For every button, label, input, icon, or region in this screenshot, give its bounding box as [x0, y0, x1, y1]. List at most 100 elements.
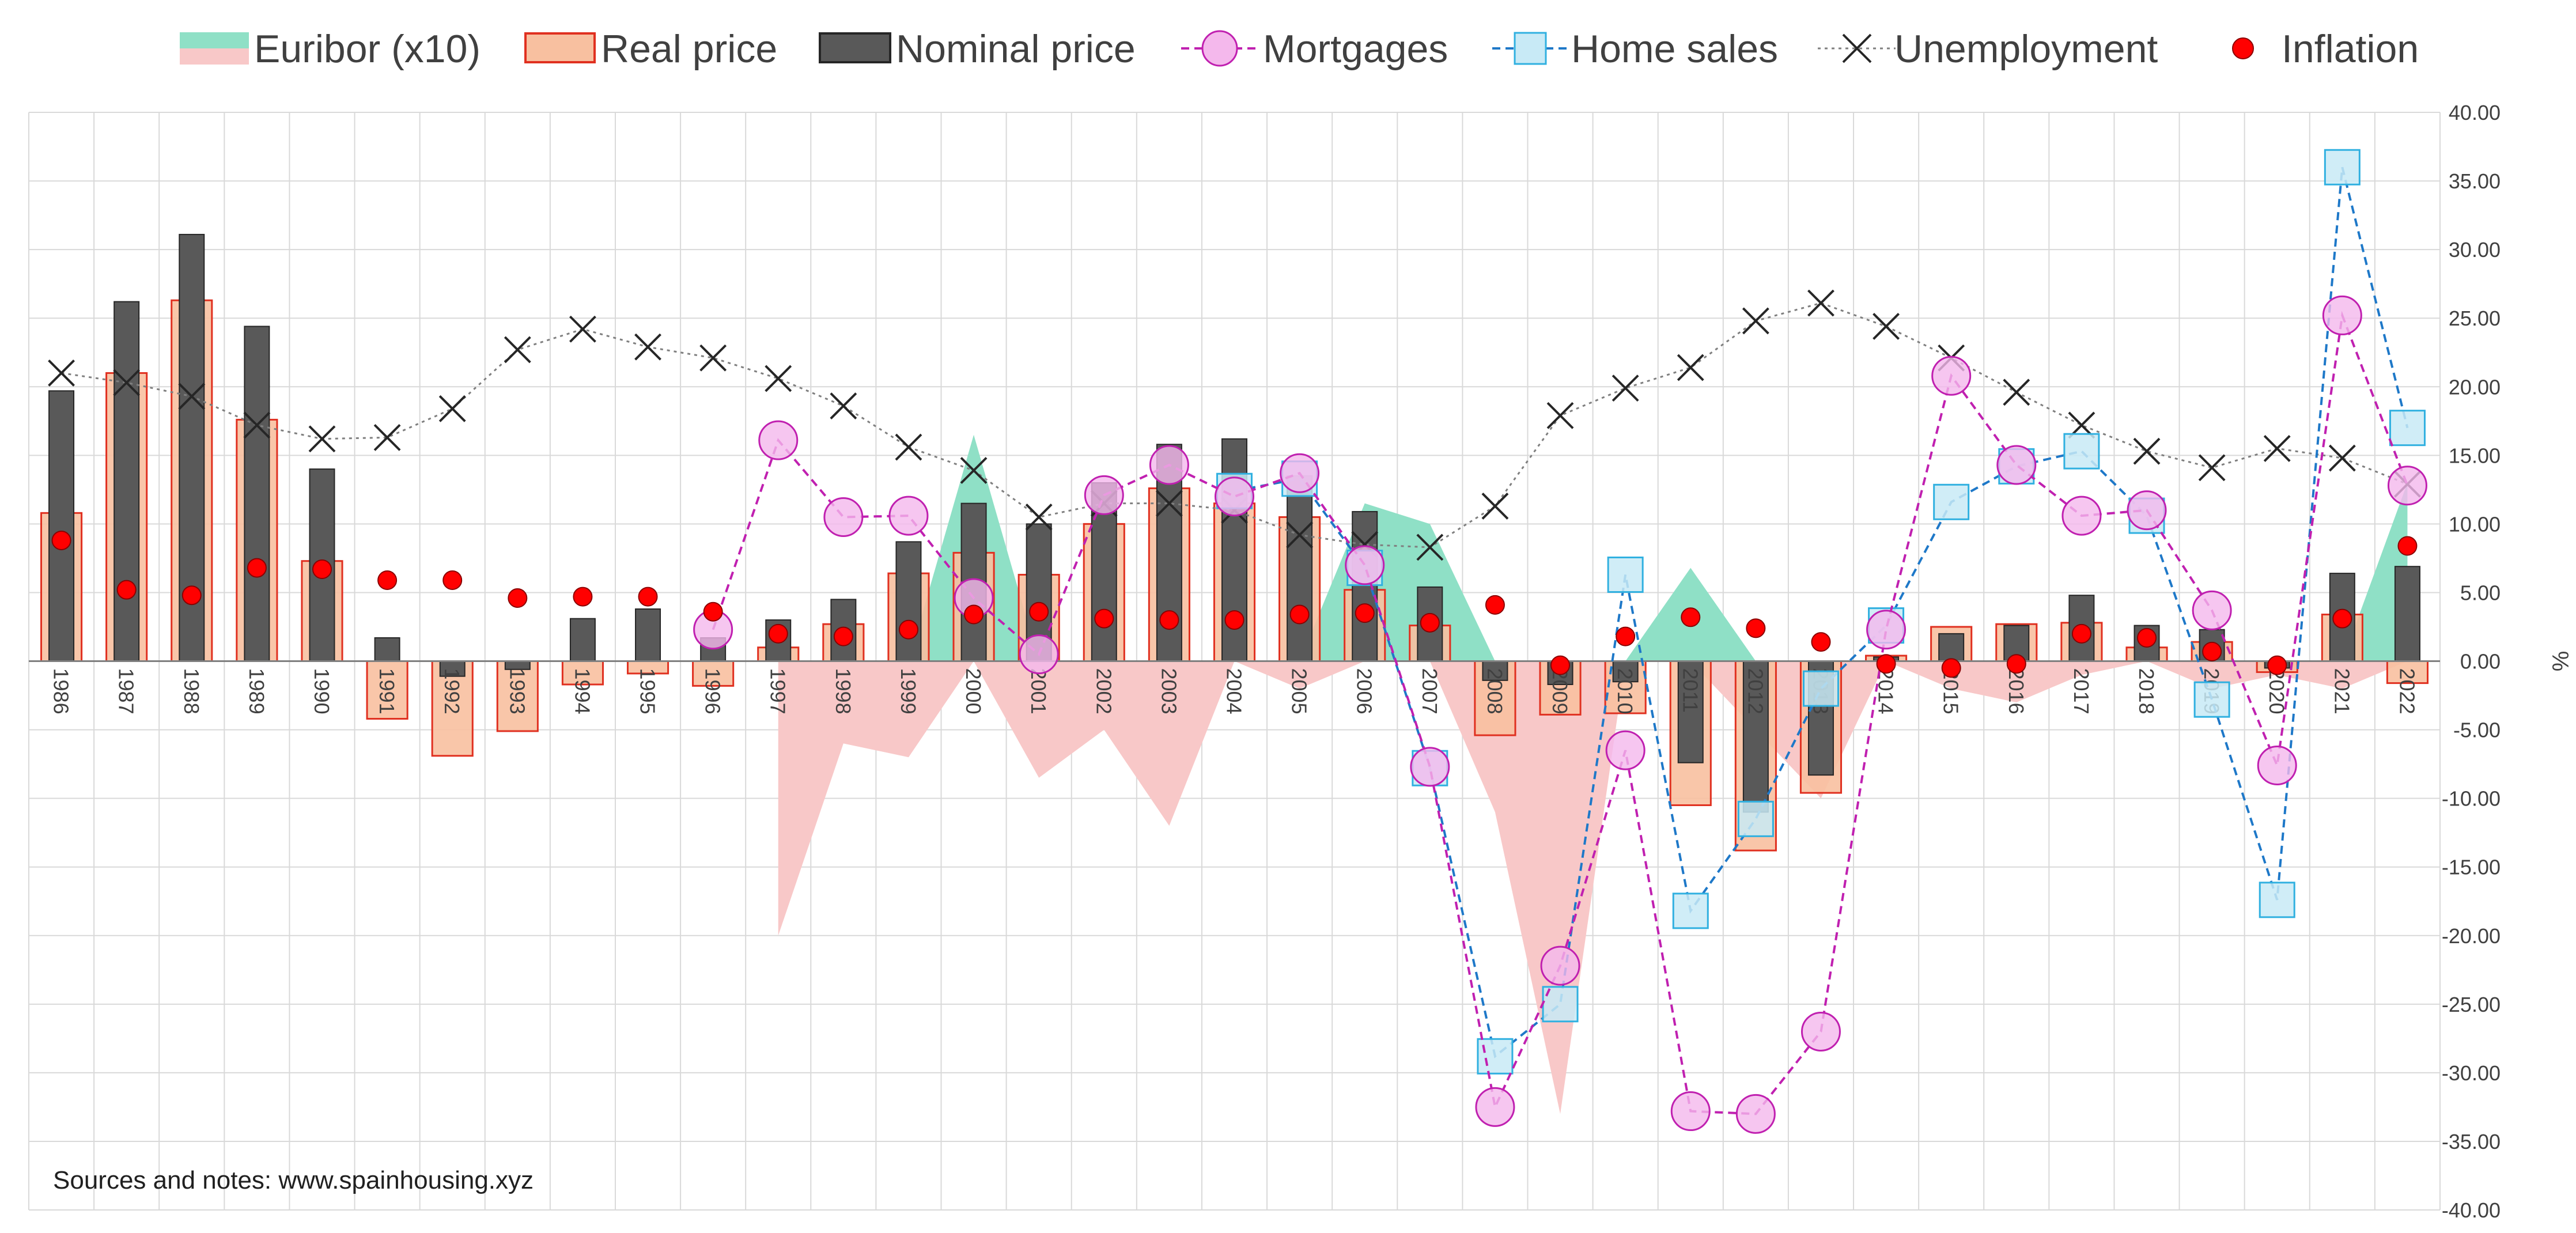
x-tick-label: 1995	[636, 668, 660, 714]
x-tick-label: 2004	[1223, 668, 1246, 714]
nominal-price-bar	[48, 390, 75, 662]
inflation-point	[377, 570, 398, 591]
x-tick-label: 1999	[897, 668, 920, 714]
unemployment-point	[2328, 444, 2356, 472]
unemployment-point	[1612, 375, 1639, 402]
home-sales-point	[2324, 149, 2361, 186]
home-sales-point	[2259, 882, 2295, 918]
unemployment-point	[1481, 493, 1509, 520]
unemployment-x-stroke	[1873, 313, 1900, 340]
unemployment-point	[1546, 402, 1574, 429]
unemployment-x-stroke	[2133, 437, 2161, 465]
inflation-point	[1550, 655, 1571, 675]
mortgages-point	[1931, 355, 1972, 396]
inflation-point	[2006, 654, 2026, 674]
legend-label: Mortgages	[1263, 27, 1448, 71]
inflation-point	[247, 558, 267, 578]
unemployment-x-stroke	[504, 336, 531, 364]
x-tick-label: 2021	[2330, 668, 2354, 714]
mortgages-point	[1019, 634, 1059, 675]
legend-swatch-real-price	[524, 32, 596, 63]
mortgages-point	[1215, 476, 1254, 517]
x-tick-label: 1988	[180, 668, 203, 714]
unemployment-point	[1807, 289, 1834, 317]
inflation-point	[181, 585, 202, 606]
mortgages-point	[2257, 745, 2297, 785]
unemployment-point	[1025, 504, 1053, 531]
mortgages-point	[888, 496, 929, 536]
unemployment-x-stroke	[2198, 454, 2226, 482]
legend-label: Inflation	[2282, 27, 2419, 71]
inflation-point	[1876, 654, 1896, 674]
y-tick-label: 15.00	[2449, 444, 2501, 467]
unemployment-x-stroke	[1481, 493, 1509, 520]
mortgages-point	[2192, 590, 2232, 630]
y-tick-label: -30.00	[2442, 1061, 2501, 1085]
inflation-point	[1224, 610, 1245, 630]
y-tick-label: -20.00	[2442, 924, 2501, 948]
unemployment-x-stroke	[2003, 379, 2030, 406]
inflation-point	[1420, 612, 1440, 633]
nominal-price-bar	[1742, 660, 1769, 813]
nominal-price-bar	[2394, 566, 2420, 662]
unemployment-point	[373, 423, 401, 451]
unemployment-point	[1155, 490, 1183, 517]
euribor-area-layer	[778, 434, 2408, 1114]
unemployment-x-stroke	[1155, 490, 1183, 517]
legend-label: Unemployment	[1894, 27, 2158, 71]
unemployment-point	[243, 411, 271, 439]
mortgages-point	[758, 420, 799, 460]
unemployment-x-stroke	[1025, 504, 1053, 531]
unemployment-x-stroke	[243, 411, 271, 439]
legend-marker-home-sales	[1514, 32, 1547, 65]
nominal-price-bar	[569, 618, 596, 662]
legend-swatch-euribor-positive	[180, 32, 249, 48]
year-labels: 1986 1987 1988 1989 1990 1991 1992 1993 1994 1995…	[50, 668, 2419, 714]
x-tick-label: 2022	[2395, 668, 2419, 714]
mortgages-point	[1345, 545, 1385, 585]
x-tick-label: 2009	[1548, 668, 1572, 714]
inflation-point	[1159, 610, 1179, 630]
unemployment-point	[1416, 534, 1444, 561]
x-tick-label: 2014	[1874, 668, 1898, 714]
x-tick-label: 1996	[701, 668, 725, 714]
nominal-price-bar	[1352, 510, 1378, 662]
unemployment-x-stroke	[895, 433, 922, 461]
x-tick-label: 1987	[115, 668, 138, 714]
unemployment-x-stroke	[1807, 289, 1834, 317]
legend-swatch-nominal-price	[819, 32, 891, 63]
nominal-price-bar	[895, 541, 922, 662]
mortgages-point	[1475, 1087, 1515, 1127]
unemployment-x-stroke	[1612, 375, 1639, 402]
mortgages-point	[2061, 496, 2102, 536]
inflation-point	[2071, 623, 2091, 644]
gridlines	[28, 112, 2441, 1211]
inflation-point	[2137, 628, 2157, 648]
mortgages-point	[1670, 1091, 1711, 1132]
home-sales-point	[1607, 556, 1644, 593]
real-price-bar	[561, 660, 604, 686]
y-axis-unit-label: %	[2547, 651, 2573, 672]
inflation-point	[573, 587, 593, 607]
y-tick-label: 25.00	[2449, 307, 2501, 330]
legend-label: Nominal price	[896, 27, 1136, 71]
inflation-point	[312, 559, 332, 579]
home-sales-point	[2193, 681, 2230, 718]
mortgages-point	[1280, 453, 1320, 493]
nominal-price-bar	[1287, 475, 1313, 662]
unemployment-point	[569, 315, 596, 343]
inflation-point	[1681, 607, 1701, 627]
inflation-point	[1746, 618, 1766, 638]
home-sales-point	[2063, 433, 2100, 470]
unemployment-x-stroke	[1286, 521, 1314, 549]
legend: Euribor (x10) Real price Nominal price Mort…	[180, 27, 2419, 71]
home-sales-point	[1933, 483, 1970, 520]
unemployment-x-stroke	[308, 425, 336, 453]
home-sales-point	[1477, 1038, 1514, 1075]
euribor-area-negative	[778, 661, 2408, 1114]
y-tick-label: 0.00	[2460, 650, 2501, 674]
y-tick-label: 40.00	[2449, 101, 2501, 124]
unemployment-point	[1286, 521, 1314, 549]
unemployment-x-stroke	[699, 344, 727, 372]
